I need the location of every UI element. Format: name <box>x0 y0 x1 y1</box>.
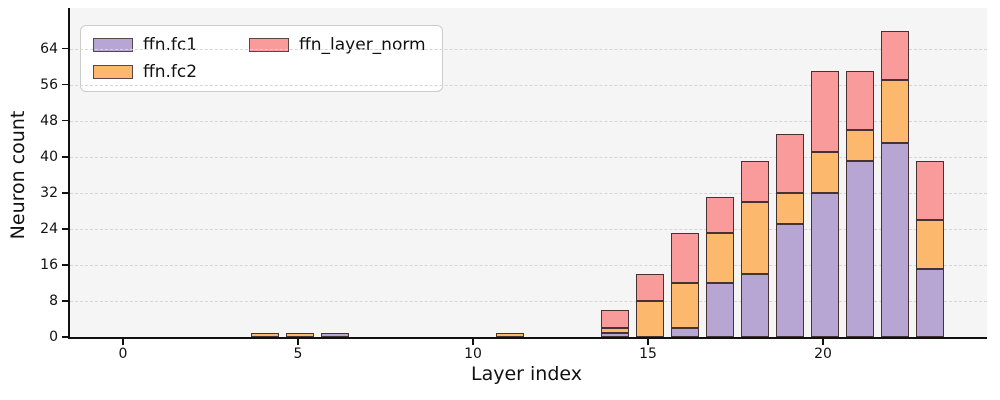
x-axis-label: Layer index <box>471 363 582 385</box>
bar-segment-ffn-layer-norm <box>706 197 734 234</box>
legend-swatch <box>249 38 290 52</box>
y-tick-mark <box>62 47 68 50</box>
bar-segment-ffn-fc1 <box>601 332 629 337</box>
legend-swatch <box>93 38 133 52</box>
bar-segment-ffn-layer-norm <box>671 233 699 283</box>
bar-segment-ffn-fc2 <box>671 282 699 328</box>
x-tick-label: 5 <box>293 346 303 362</box>
bar-segment-ffn-fc2 <box>741 201 769 274</box>
bar-segment-ffn-layer-norm <box>811 71 839 153</box>
x-tick-label: 20 <box>814 346 832 362</box>
y-tick-label: 48 <box>40 112 58 129</box>
plot-area: ffn.fc1 ffn.fc2 ffn_layer_norm <box>68 8 987 339</box>
gridline <box>70 300 987 302</box>
bar-segment-ffn-fc2 <box>846 129 874 162</box>
gridline <box>70 120 987 122</box>
bar-segment-ffn-fc2 <box>496 332 524 337</box>
x-tick-mark <box>122 339 124 345</box>
y-tick-mark <box>62 155 68 158</box>
bar-segment-ffn-fc2 <box>706 233 734 283</box>
y-tick-mark <box>62 227 68 230</box>
bar-segment-ffn-fc2 <box>881 80 909 144</box>
bar-segment-ffn-fc2 <box>251 332 279 337</box>
y-tick-label: 0 <box>49 329 58 345</box>
bar-segment-ffn-fc1 <box>671 328 699 337</box>
y-tick-mark <box>62 299 68 302</box>
legend-label: ffn_layer_norm <box>299 35 426 55</box>
bar-segment-ffn-layer-norm <box>776 134 804 193</box>
x-tick-label: 15 <box>639 346 657 362</box>
bar-segment-ffn-fc1 <box>881 143 909 337</box>
bar-segment-ffn-fc2 <box>776 192 804 225</box>
gridline <box>70 84 987 86</box>
y-tick-mark <box>62 263 68 266</box>
bar-segment-ffn-fc1 <box>916 269 944 337</box>
legend-item: ffn.fc1 <box>93 35 197 55</box>
bar-segment-ffn-fc1 <box>706 282 734 337</box>
legend-label: ffn.fc2 <box>143 62 198 82</box>
x-tick-mark <box>297 339 299 345</box>
x-tick-label: 10 <box>464 346 482 362</box>
y-tick-label: 64 <box>40 40 58 57</box>
legend-swatch <box>93 65 133 79</box>
legend: ffn.fc1 ffn.fc2 ffn_layer_norm <box>80 25 443 92</box>
bar-segment-ffn-layer-norm <box>601 309 629 328</box>
bar-segment-ffn-fc1 <box>811 192 839 337</box>
bar-segment-ffn-layer-norm <box>741 161 769 202</box>
bar-segment-ffn-fc2 <box>811 152 839 193</box>
y-tick-mark <box>62 119 68 122</box>
x-tick-label: 0 <box>118 346 128 362</box>
bar-segment-ffn-fc1 <box>776 224 804 337</box>
bar-segment-ffn-fc1 <box>741 273 769 337</box>
y-tick-mark <box>62 336 68 338</box>
bar-segment-ffn-fc2 <box>916 219 944 270</box>
legend-item: ffn.fc2 <box>93 62 197 82</box>
bar-segment-ffn-fc1 <box>846 161 874 337</box>
y-tick-label: 32 <box>40 184 58 201</box>
bar-segment-ffn-layer-norm <box>846 71 874 130</box>
bar-segment-ffn-layer-norm <box>916 161 944 220</box>
y-tick-label: 56 <box>40 76 58 93</box>
x-tick-mark <box>472 339 474 345</box>
gridline <box>70 156 987 158</box>
bar-segment-ffn-fc1 <box>321 332 349 337</box>
legend-label: ffn.fc1 <box>143 35 198 55</box>
y-tick-label: 40 <box>40 148 58 165</box>
gridline <box>70 228 987 230</box>
x-tick-mark <box>647 339 649 345</box>
bar-segment-ffn-layer-norm <box>881 30 909 81</box>
gridline <box>70 192 987 194</box>
gridline <box>70 264 987 266</box>
y-tick-label: 16 <box>40 256 58 273</box>
y-tick-label: 8 <box>49 292 58 309</box>
y-tick-mark <box>62 83 68 86</box>
bar-segment-ffn-fc2 <box>601 328 629 333</box>
bar-segment-ffn-fc2 <box>636 300 664 337</box>
y-tick-label: 24 <box>40 220 58 237</box>
y-tick-mark <box>62 191 68 194</box>
bar-segment-ffn-fc2 <box>286 332 314 337</box>
x-tick-mark <box>822 339 824 345</box>
bar-segment-ffn-layer-norm <box>636 273 664 301</box>
gridline <box>70 48 987 50</box>
legend-item: ffn_layer_norm <box>249 35 426 55</box>
